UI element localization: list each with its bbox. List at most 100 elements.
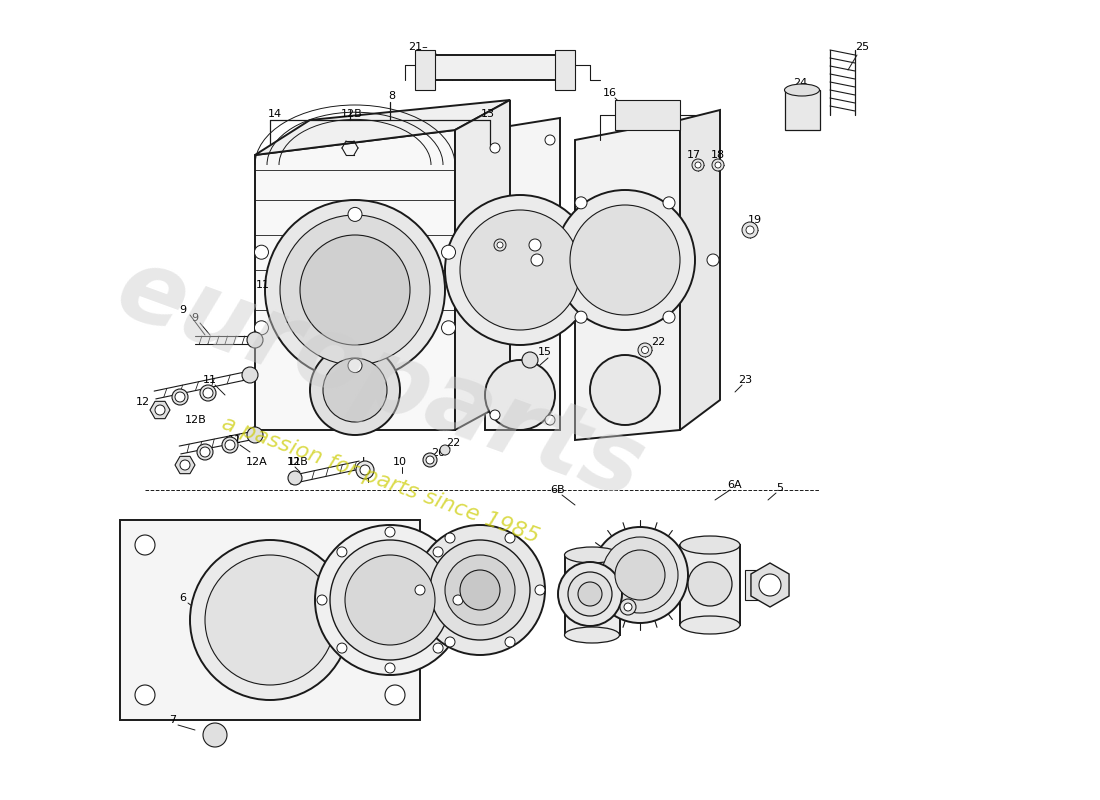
Text: 22: 22: [446, 438, 460, 448]
Circle shape: [424, 453, 437, 467]
Polygon shape: [785, 90, 820, 130]
Polygon shape: [680, 545, 740, 625]
Circle shape: [460, 570, 500, 610]
Ellipse shape: [564, 547, 619, 563]
Circle shape: [415, 585, 425, 595]
Circle shape: [254, 321, 268, 334]
Circle shape: [433, 643, 443, 653]
Circle shape: [715, 162, 720, 168]
Text: europarts: europarts: [103, 240, 657, 520]
Circle shape: [624, 603, 632, 611]
Circle shape: [440, 445, 450, 455]
Text: 11: 11: [228, 435, 242, 445]
Circle shape: [135, 685, 155, 705]
Circle shape: [248, 427, 263, 443]
Polygon shape: [255, 130, 455, 430]
Text: 21–: 21–: [408, 42, 428, 52]
Circle shape: [531, 254, 543, 266]
Text: 11: 11: [204, 375, 217, 385]
Circle shape: [446, 637, 455, 647]
Circle shape: [602, 537, 678, 613]
Circle shape: [300, 235, 410, 345]
Circle shape: [460, 210, 580, 330]
Circle shape: [204, 723, 227, 747]
Circle shape: [317, 595, 327, 605]
Circle shape: [348, 358, 362, 373]
Text: 9: 9: [179, 305, 187, 315]
Circle shape: [688, 562, 732, 606]
Text: 1: 1: [512, 570, 518, 580]
Circle shape: [426, 456, 434, 464]
Text: 7: 7: [169, 715, 177, 725]
Text: 2: 2: [374, 568, 382, 578]
Circle shape: [558, 562, 622, 626]
Circle shape: [522, 352, 538, 368]
Ellipse shape: [680, 616, 740, 634]
Circle shape: [663, 197, 675, 209]
Circle shape: [575, 197, 587, 209]
Circle shape: [641, 346, 649, 354]
Circle shape: [175, 392, 185, 402]
Polygon shape: [455, 100, 510, 430]
Circle shape: [248, 332, 263, 348]
Text: 5: 5: [777, 483, 783, 493]
Circle shape: [415, 525, 544, 655]
Circle shape: [453, 595, 463, 605]
Circle shape: [385, 535, 405, 555]
Text: 17: 17: [686, 150, 701, 160]
Circle shape: [570, 205, 680, 315]
Circle shape: [707, 254, 719, 266]
Circle shape: [280, 215, 430, 365]
Circle shape: [620, 599, 636, 615]
Text: 3: 3: [657, 553, 663, 563]
Circle shape: [315, 525, 465, 675]
Circle shape: [265, 200, 446, 380]
Circle shape: [590, 355, 660, 425]
Circle shape: [568, 572, 612, 616]
Polygon shape: [565, 555, 620, 635]
Circle shape: [200, 385, 216, 401]
Polygon shape: [175, 456, 195, 474]
Text: 11: 11: [288, 457, 302, 467]
Circle shape: [172, 389, 188, 405]
Circle shape: [529, 239, 541, 251]
Circle shape: [190, 540, 350, 700]
Circle shape: [692, 159, 704, 171]
Circle shape: [288, 471, 302, 485]
Circle shape: [746, 226, 754, 234]
Circle shape: [356, 461, 374, 479]
Circle shape: [180, 460, 190, 470]
Text: 9: 9: [191, 313, 199, 323]
Circle shape: [544, 415, 556, 425]
Circle shape: [494, 239, 506, 251]
Text: 4: 4: [629, 590, 637, 600]
Circle shape: [385, 527, 395, 537]
Text: 12: 12: [136, 397, 150, 407]
Circle shape: [490, 410, 500, 420]
Circle shape: [242, 367, 258, 383]
Ellipse shape: [784, 84, 820, 96]
Polygon shape: [120, 520, 420, 720]
Circle shape: [385, 685, 405, 705]
Circle shape: [441, 245, 455, 259]
Text: 23: 23: [738, 375, 752, 385]
Circle shape: [505, 533, 515, 543]
Circle shape: [254, 245, 268, 259]
Ellipse shape: [564, 627, 619, 643]
Circle shape: [592, 527, 688, 623]
Circle shape: [712, 159, 724, 171]
Text: 16: 16: [603, 88, 617, 98]
Circle shape: [485, 360, 556, 430]
Circle shape: [615, 550, 666, 600]
Polygon shape: [556, 50, 575, 90]
Circle shape: [433, 547, 443, 557]
Circle shape: [759, 574, 781, 596]
Circle shape: [638, 343, 652, 357]
Circle shape: [345, 555, 434, 645]
Circle shape: [497, 242, 503, 248]
Text: 20: 20: [431, 448, 446, 458]
Circle shape: [222, 437, 238, 453]
Text: 25: 25: [855, 42, 869, 52]
Text: 6B: 6B: [551, 485, 565, 495]
Circle shape: [490, 143, 500, 153]
